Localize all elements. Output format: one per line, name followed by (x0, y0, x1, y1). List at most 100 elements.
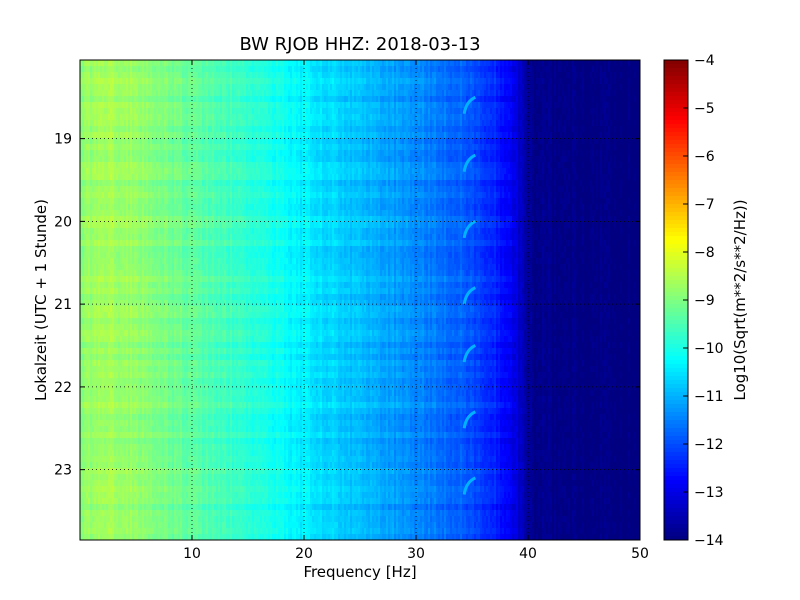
heatmap-cell (86, 384, 89, 391)
heatmap-cell (96, 450, 99, 457)
heatmap-cell (106, 438, 109, 445)
heatmap-cell (84, 510, 87, 517)
heatmap-cell (88, 438, 91, 445)
heatmap-cell (104, 492, 107, 499)
heatmap-cell (84, 102, 87, 109)
heatmap-cell (94, 246, 97, 253)
heatmap-cell (100, 492, 103, 499)
heatmap-cell (80, 366, 83, 373)
heatmap-cell (98, 120, 101, 127)
heatmap-cell (84, 114, 87, 121)
heatmap-cell (96, 354, 99, 361)
heatmap-cell (94, 402, 97, 409)
heatmap-cell (102, 120, 105, 127)
heatmap-cell (102, 312, 105, 319)
heatmap-cell (92, 360, 95, 367)
heatmap-cell (98, 252, 101, 259)
heatmap-cell (104, 234, 107, 241)
heatmap-cell (106, 450, 109, 457)
heatmap-cell (104, 204, 107, 211)
heatmap-cell (82, 510, 85, 517)
heatmap-cell (90, 288, 93, 295)
heatmap-cell (110, 234, 113, 241)
heatmap-cell (90, 378, 93, 385)
heatmap-cell (100, 498, 103, 505)
heatmap-cell (112, 246, 115, 253)
heatmap-cell (92, 246, 95, 253)
heatmap-cell (80, 150, 83, 157)
heatmap-cell (96, 234, 99, 241)
heatmap-cell (102, 102, 105, 109)
heatmap-cell (88, 348, 91, 355)
heatmap-cell (88, 312, 91, 319)
heatmap-cell (96, 462, 99, 469)
heatmap-cell (106, 282, 109, 289)
heatmap-cell (82, 312, 85, 319)
heatmap-cell (86, 210, 89, 217)
heatmap-cell (108, 330, 111, 337)
heatmap-cell (86, 240, 89, 247)
heatmap-cell (96, 114, 99, 121)
heatmap-cell (88, 276, 91, 283)
heatmap-cell (88, 342, 91, 349)
heatmap-cell (92, 234, 95, 241)
heatmap-cell (82, 468, 85, 475)
heatmap-cell (96, 66, 99, 73)
heatmap-cell (84, 156, 87, 163)
heatmap-cell (82, 462, 85, 469)
heatmap-cell (104, 378, 107, 385)
heatmap-cell (90, 426, 93, 433)
heatmap-cell (104, 486, 107, 493)
heatmap-cell (90, 60, 93, 67)
heatmap-cell (94, 294, 97, 301)
heatmap-cell (98, 126, 101, 133)
heatmap-cell (90, 414, 93, 421)
heatmap-cell (112, 330, 115, 337)
heatmap-cell (106, 258, 109, 265)
heatmap-cell (108, 258, 111, 265)
heatmap-cell (102, 486, 105, 493)
heatmap-cell (102, 432, 105, 439)
heatmap-cell (106, 252, 109, 259)
heatmap-cell (94, 162, 97, 169)
heatmap-cell (84, 402, 87, 409)
heatmap-cell (88, 150, 91, 157)
heatmap-cell (108, 336, 111, 343)
heatmap-cell (84, 78, 87, 85)
heatmap-cell (86, 192, 89, 199)
heatmap-cell (90, 210, 93, 217)
heatmap-cell (104, 300, 107, 307)
heatmap-cell (100, 342, 103, 349)
heatmap-cell (84, 462, 87, 469)
heatmap-cell (86, 456, 89, 463)
heatmap-cell (90, 510, 93, 517)
heatmap-cell (110, 438, 113, 445)
heatmap-cell (82, 96, 85, 103)
heatmap-cell (94, 138, 97, 145)
heatmap-cell (104, 264, 107, 271)
heatmap-cell (102, 492, 105, 499)
heatmap-cell (98, 306, 101, 313)
heatmap-cell (110, 108, 113, 115)
heatmap-cell (94, 78, 97, 85)
heatmap-cell (102, 402, 105, 409)
heatmap-cell (96, 390, 99, 397)
heatmap-cell (104, 228, 107, 235)
heatmap-cell (94, 450, 97, 457)
heatmap-cell (84, 234, 87, 241)
heatmap-cell (86, 246, 89, 253)
heatmap-cell (88, 282, 91, 289)
heatmap-cell (96, 378, 99, 385)
heatmap-cell (94, 288, 97, 295)
heatmap-cell (88, 324, 91, 331)
heatmap-cell (96, 90, 99, 97)
heatmap-cell (94, 534, 97, 541)
heatmap-cell (92, 150, 95, 157)
heatmap-cell (86, 480, 89, 487)
spectrogram-heatmap (80, 60, 641, 541)
heatmap-cell (94, 66, 97, 73)
heatmap-cell (112, 198, 115, 205)
heatmap-cell (104, 276, 107, 283)
heatmap-cell (90, 306, 93, 313)
heatmap-cell (88, 516, 91, 523)
